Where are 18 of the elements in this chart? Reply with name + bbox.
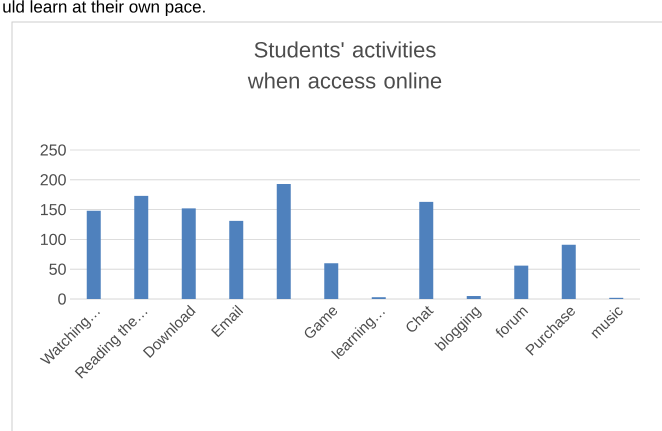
- bar: [324, 263, 338, 299]
- bar: [514, 266, 528, 299]
- text: uld learn at their own pace.: [3, 0, 205, 16]
- bar: [276, 184, 291, 299]
- y-tick-label: 200: [40, 174, 66, 186]
- bar: [134, 196, 148, 299]
- y-tick-label: 100: [41, 234, 66, 246]
- y-tick-label: 0: [58, 293, 66, 305]
- y-tick-label: 50: [49, 264, 66, 275]
- bar: [86, 210, 101, 299]
- y-tick-label: 150: [41, 204, 66, 216]
- y-tick-label: 250: [40, 144, 66, 156]
- bar: [466, 296, 481, 299]
- bar: [229, 220, 244, 299]
- bar: [419, 202, 434, 299]
- bar: [182, 208, 196, 299]
- chart-title: Students' activities when access online: [248, 41, 442, 89]
- bar: [562, 244, 576, 299]
